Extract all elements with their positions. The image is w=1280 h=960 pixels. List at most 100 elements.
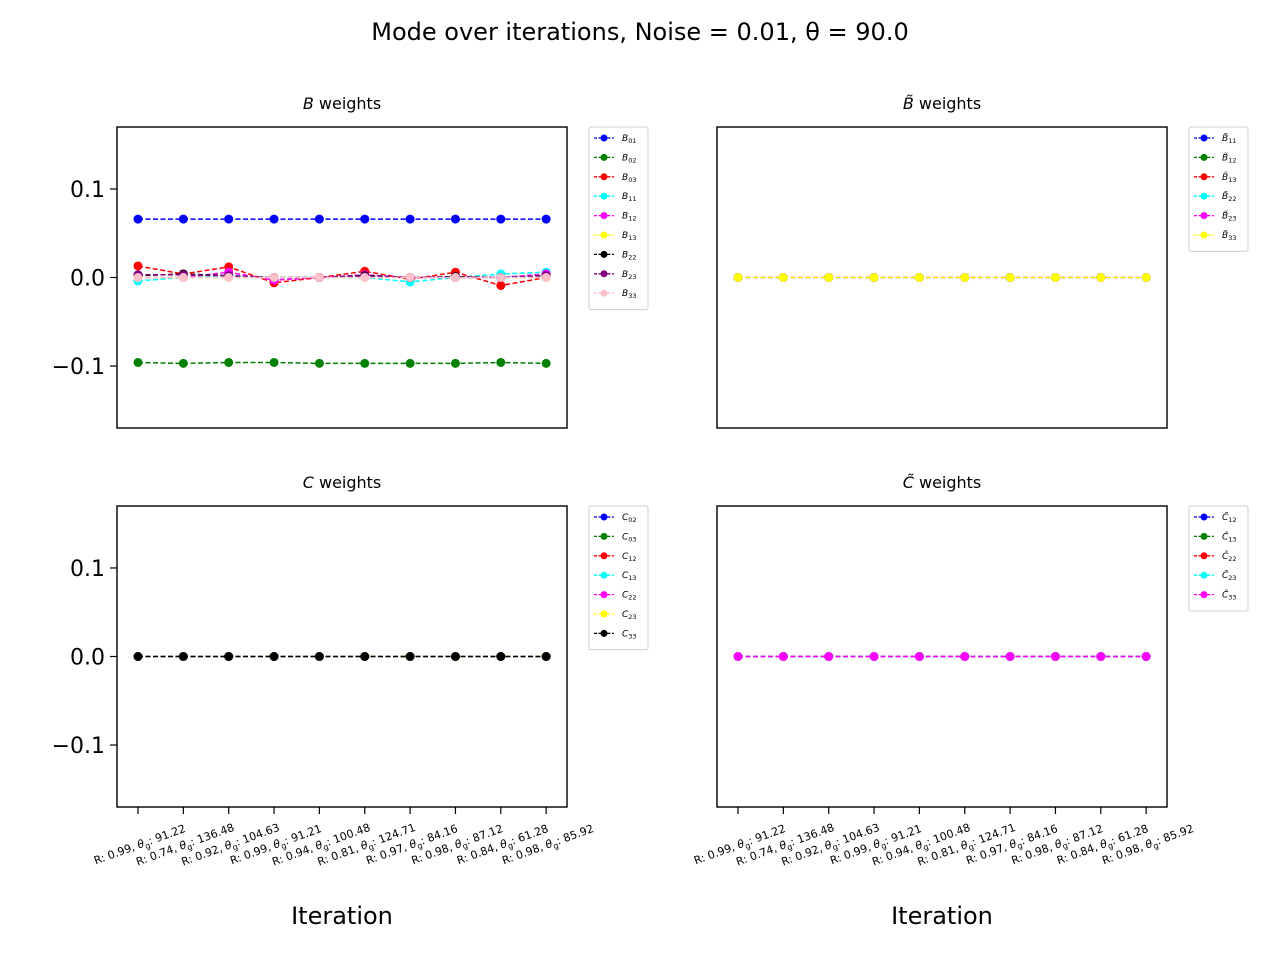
data-point-B33-6: [360, 273, 370, 282]
axes-frame: [716, 505, 1168, 808]
legend-label: C23: [622, 610, 637, 621]
x-axis-label: Iteration: [291, 902, 393, 930]
data-point-B01-7: [405, 214, 415, 224]
legend-swatch-marker: [1200, 513, 1208, 521]
data-point-B02-1: [133, 357, 143, 367]
legend-label: B̃13: [1222, 171, 1236, 184]
data-point-B33-8: [450, 273, 460, 282]
y-tick-label: 0.0: [70, 267, 105, 292]
data-point-B01-6: [360, 214, 370, 224]
data-point-B01-8: [450, 214, 460, 224]
data-point-B̃33-4: [869, 273, 879, 282]
data-point-B̃33-3: [824, 273, 834, 282]
legend-label: C̃22: [1222, 550, 1237, 563]
data-point-B̃33-2: [778, 273, 788, 282]
legend-label: C22: [622, 591, 637, 602]
subplot-title: B weights: [303, 94, 381, 113]
data-point-C̃33-4: [869, 652, 879, 661]
axes-frame: [716, 126, 1168, 429]
data-point-C̃33-6: [960, 652, 970, 661]
legend-label: B33: [622, 289, 636, 300]
legend-swatch-marker: [1200, 134, 1208, 142]
legend-swatch-marker: [1200, 212, 1208, 220]
legend-swatch-marker: [1200, 173, 1208, 181]
legend-label: C03: [622, 532, 637, 543]
data-point-B̃33-5: [914, 273, 924, 282]
legend-label: C̃12: [1222, 511, 1237, 524]
data-point-C33-3: [224, 652, 234, 661]
legend-label: C̃23: [1222, 570, 1237, 583]
data-point-B02-10: [541, 358, 551, 368]
legend-swatch-marker: [600, 250, 608, 258]
subplot-title: B̃ weights: [903, 94, 981, 113]
data-point-C33-1: [133, 652, 143, 661]
data-point-B03-1: [133, 261, 143, 271]
legend-box: [1188, 505, 1249, 612]
data-point-B̃33-10: [1141, 273, 1151, 282]
data-point-B01-4: [269, 214, 279, 224]
subplot-1: B weights 0.1 0.0 −0.1 B01 B02 B03 B11 B12 B13 B22…: [52, 94, 649, 429]
legend-swatch-marker: [1200, 591, 1208, 599]
legend: B01 B02 B03 B11 B12 B13 B22 B23 B33: [588, 126, 649, 311]
legend-swatch-marker: [1200, 231, 1208, 239]
data-point-B33-1: [133, 273, 143, 282]
legend-swatch-marker: [600, 289, 608, 297]
data-point-C33-8: [450, 652, 460, 661]
legend-swatch-marker: [600, 571, 608, 579]
data-point-C̃33-10: [1141, 652, 1151, 661]
legend-swatch-marker: [600, 270, 608, 278]
data-point-C33-9: [496, 652, 506, 661]
data-point-B01-1: [133, 214, 143, 224]
legend-label: B23: [622, 270, 636, 281]
data-point-C33-5: [314, 652, 324, 661]
data-point-B02-5: [314, 358, 324, 368]
series-line-B03: [137, 265, 547, 287]
data-point-C̃33-1: [733, 652, 743, 661]
legend-label: C̃13: [1222, 531, 1237, 544]
legend-swatch-marker: [600, 513, 608, 521]
legend-box: [588, 126, 649, 311]
legend-swatch-marker: [600, 153, 608, 161]
data-point-C̃33-2: [778, 652, 788, 661]
data-point-B02-3: [224, 357, 234, 367]
data-point-C33-6: [360, 652, 370, 661]
legend: C02 C03 C12 C13 C22 C23 C33: [588, 505, 649, 651]
figure-title: Mode over iterations, Noise = 0.01, θ = …: [371, 18, 908, 46]
data-point-C̃33-7: [1005, 652, 1015, 661]
data-point-B01-9: [496, 214, 506, 224]
subplot-2: B̃ weights B̃11 B̃12 B̃13 B̃22 B̃23 B̃33: [716, 94, 1249, 429]
y-tick-label: 0.1: [70, 557, 105, 582]
legend-swatch-marker: [600, 552, 608, 560]
legend-swatch-marker: [600, 134, 608, 142]
data-point-B03-9: [496, 280, 506, 290]
legend-swatch-marker: [1200, 532, 1208, 540]
x-axis-label: Iteration: [891, 902, 993, 930]
data-point-B01-5: [314, 214, 324, 224]
y-tick-label: −0.1: [52, 355, 105, 380]
legend-swatch-marker: [600, 591, 608, 599]
legend-label: C12: [622, 552, 637, 563]
series-line-B02: [137, 361, 547, 365]
data-point-C̃33-3: [824, 652, 834, 661]
legend-label: C33: [622, 629, 637, 640]
legend-label: B02: [622, 153, 636, 164]
data-point-C33-7: [405, 652, 415, 661]
legend-label: B̃33: [1222, 229, 1236, 242]
data-point-B01-2: [178, 214, 188, 224]
legend-label: B01: [622, 134, 636, 145]
legend-swatch-marker: [600, 610, 608, 618]
legend-swatch-marker: [1200, 192, 1208, 200]
subplot-title: C̃ weights: [903, 473, 982, 492]
data-point-B01-3: [224, 214, 234, 224]
legend-label: B13: [622, 231, 636, 242]
legend: C̃12 C̃13 C̃22 C̃23 C̃33: [1188, 505, 1249, 612]
data-point-B33-2: [178, 273, 188, 282]
data-point-B33-9: [496, 273, 506, 282]
data-point-C̃33-8: [1050, 652, 1060, 661]
legend-swatch-marker: [600, 192, 608, 200]
legend-label: B12: [622, 212, 636, 223]
legend-label: B22: [622, 250, 636, 261]
legend-label: C̃33: [1222, 589, 1237, 602]
legend-box: [588, 505, 649, 651]
